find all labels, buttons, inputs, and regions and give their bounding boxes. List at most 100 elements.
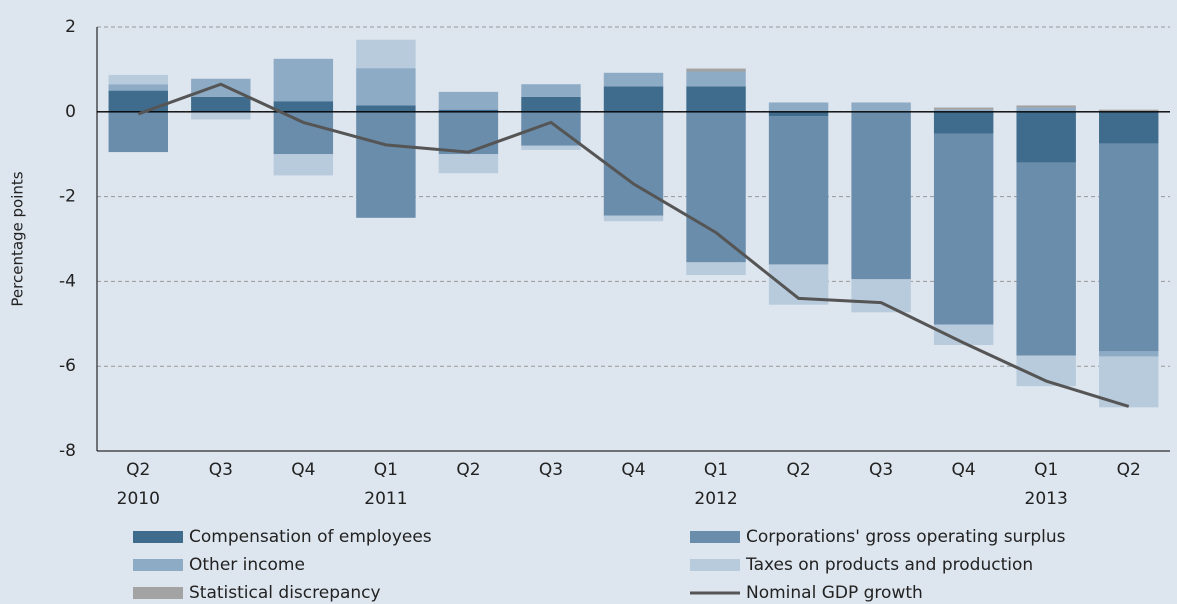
bar-segment [603,72,664,87]
y-axis-label: Percentage points [9,171,27,306]
bar-segment [356,105,416,112]
x-tick-label: Q4 [952,460,976,480]
bar-segment [686,68,746,72]
y-tick-label: -4 [59,271,76,291]
bar-segment [1016,105,1076,108]
bar-segment [1099,351,1159,357]
legend-swatch [133,587,183,599]
bar-segment [1016,162,1076,356]
bar-segment [108,90,168,112]
x-tick-label-line: 2013 [1025,489,1068,509]
x-tick-label-line: Q2 [126,460,150,480]
x-tick-label-line: Q3 [209,460,233,480]
x-tick-label: Q4 [621,460,645,480]
x-tick-label: Q1 2012 [694,460,737,509]
x-tick-label: Q2 [1117,460,1141,480]
y-tick-label: -8 [59,441,76,461]
bar-segment [603,86,664,112]
x-tick-label-line: 2012 [694,489,737,509]
bar-segment [438,111,499,155]
legend-swatch [133,531,183,543]
x-tick-label-line: Q1 [1034,460,1058,480]
bar-segment [521,84,581,97]
bar-segment [686,111,746,263]
x-tick-label: Q1 2013 [1025,460,1068,509]
bar-segment [356,111,416,218]
bar-segment [273,111,334,155]
y-tick-label: -6 [59,356,76,376]
bar-segment [686,86,746,112]
x-tick-label-line: Q2 [1117,460,1141,480]
x-tick-label: Q2 2010 [117,460,160,509]
x-tick-label: Q2 [456,460,480,480]
y-tick-label: 0 [65,102,76,122]
bar-segment [1016,111,1076,163]
bar-segment [521,96,581,112]
bar-segment [686,262,746,276]
bar-segment [768,116,829,265]
bar-segment [521,145,581,150]
legend-label: Taxes on products and production [745,555,1033,575]
x-tick-label: Q4 [291,460,315,480]
bar-segment [933,133,994,325]
bar-segment [768,111,829,117]
x-tick-label-line: 2010 [117,489,160,509]
y-tick-label: 2 [65,17,76,37]
x-tick-label-line: Q2 [456,460,480,480]
bar-segment [933,109,994,112]
bar-segment [108,84,168,91]
bar-segment [603,215,664,222]
legend-swatch [133,559,183,571]
legend-label: Statistical discrepancy [189,583,381,603]
x-tick-label: Q1 2011 [364,460,407,509]
bar-segment [438,91,499,110]
bar-segment [933,107,994,110]
legend-label: Compensation of employees [189,527,432,547]
bar-segment [191,96,251,112]
bar-segment [768,102,829,112]
legend-swatch [690,559,740,571]
bar-segment [686,71,746,87]
bar-segment [273,58,334,102]
x-tick-label: Q3 [869,460,893,480]
x-tick-label-line: Q4 [291,460,315,480]
x-tick-label-line: Q4 [621,460,645,480]
x-tick-label-line: Q1 [374,460,398,480]
bar-segment [273,101,334,112]
x-tick-label: Q3 [209,460,233,480]
bar-segment [356,68,416,106]
x-tick-label-line: Q3 [539,460,563,480]
bar-segment [191,111,251,120]
bar-segment [1016,107,1076,112]
bar-segment [1099,143,1159,352]
x-tick-label: Q3 [539,460,563,480]
bar-segment [603,111,664,216]
bar-segment [356,39,416,69]
x-tick-label: Q2 [786,460,810,480]
bar-segment [273,154,334,176]
bar-segment [933,111,994,134]
legend-swatch [690,531,740,543]
bar-segment [438,154,499,174]
bar-segment [1099,111,1159,144]
bar-segment [108,74,168,85]
bar-segment [851,279,911,313]
x-tick-label-line: Q4 [952,460,976,480]
y-tick-label: -2 [59,187,76,207]
legend-label: Corporations' gross operating surplus [746,527,1066,547]
x-tick-label-line: Q2 [786,460,810,480]
legend-label: Other income [189,555,305,575]
bar-segment [108,111,168,153]
line [137,82,1130,408]
x-tick-label-line: 2011 [364,489,407,509]
bar-segment [438,109,499,112]
bar-segment [1099,109,1159,112]
bar-segment [851,102,911,112]
x-tick-label-line: Q3 [869,460,893,480]
bar-segment [851,111,911,280]
bar-segment [933,324,994,345]
legend-label: Nominal GDP growth [746,583,923,603]
